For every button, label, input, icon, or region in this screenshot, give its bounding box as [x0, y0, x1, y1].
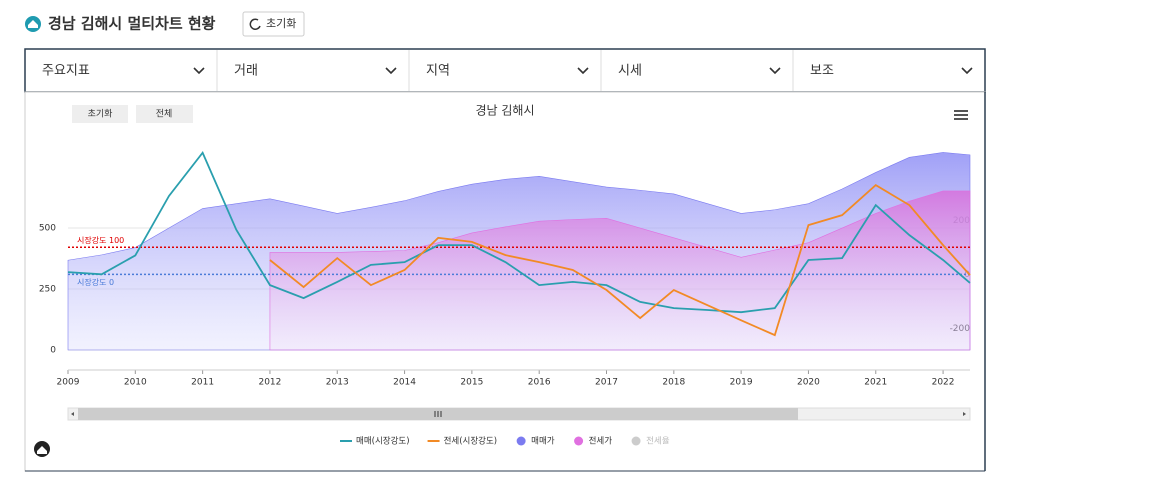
- chart-all-label: 전체: [156, 109, 173, 120]
- y-tick-label: 500: [39, 224, 56, 234]
- page-title: 경남 김해시 멀티차트 현황: [48, 15, 216, 33]
- x-tick-label: 2012: [258, 378, 281, 388]
- x-tick-label: 2011: [191, 378, 214, 388]
- x-tick-label: 2009: [57, 378, 80, 388]
- tab-bar: [24, 48, 986, 93]
- line-series: [269, 184, 971, 337]
- line-series: [67, 150, 971, 314]
- x-tick-label: 2019: [730, 378, 753, 388]
- x-tick-label: 2010: [124, 378, 147, 388]
- reset-button-label: 초기화: [266, 17, 296, 30]
- x-tick-label: 2016: [528, 378, 551, 388]
- tab-label[interactable]: 거래: [234, 64, 258, 79]
- tab-label[interactable]: 주요지표: [42, 64, 90, 79]
- x-tick-label: 2021: [864, 378, 887, 388]
- reset-icon: [249, 18, 261, 30]
- x-tick-label: 2017: [595, 378, 618, 388]
- logo-house: [28, 20, 38, 28]
- menu-icon[interactable]: [954, 110, 968, 120]
- legend-label[interactable]: 전세율: [646, 436, 670, 447]
- legend-symbol: [631, 436, 641, 446]
- tab-chevron: [193, 67, 205, 75]
- tab-label[interactable]: 보조: [810, 64, 834, 79]
- chart-all-button[interactable]: [136, 105, 193, 123]
- legend-symbol: [516, 436, 526, 446]
- x-tick-label: 2022: [932, 378, 955, 388]
- legend-label[interactable]: 매매가: [531, 437, 555, 447]
- legend-label[interactable]: 전세가: [589, 436, 613, 447]
- tab-chevron: [577, 67, 589, 75]
- tab-label[interactable]: 지역: [426, 64, 450, 79]
- y-tick-label: 0: [50, 346, 56, 356]
- area-series: [269, 190, 971, 351]
- x-tick-label: 2020: [797, 378, 820, 388]
- tab-label[interactable]: 시세: [618, 64, 642, 79]
- legend-symbol: [574, 436, 584, 446]
- x-tick-label: 2018: [662, 378, 685, 388]
- legend-label[interactable]: 매매(시장강도): [356, 436, 410, 447]
- chart-title: 경남 김해시: [475, 104, 534, 118]
- legend-label[interactable]: 전세(시장강도): [444, 436, 498, 447]
- plot-line-label: 시장강도 0: [77, 277, 114, 287]
- chart-reset-label: 초기화: [88, 109, 113, 120]
- tab-chevron: [769, 67, 781, 75]
- tab-chevron: [961, 67, 973, 75]
- scrollbar-grip: [434, 411, 442, 417]
- x-tick-label: 2013: [326, 378, 349, 388]
- plot-line-label: 시장강도 100: [77, 235, 124, 245]
- y-tick-label: 250: [39, 285, 56, 295]
- tab-chevron: [385, 67, 397, 75]
- x-tick-label: 2014: [393, 378, 416, 388]
- reset-button[interactable]: [242, 11, 305, 37]
- brand-house: [37, 446, 47, 454]
- chart-reset-button[interactable]: [72, 105, 128, 123]
- x-tick-label: 2015: [460, 378, 483, 388]
